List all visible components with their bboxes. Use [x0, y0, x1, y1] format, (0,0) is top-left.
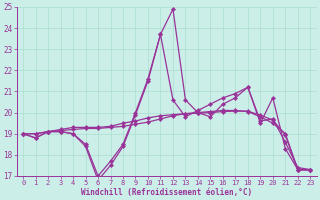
X-axis label: Windchill (Refroidissement éolien,°C): Windchill (Refroidissement éolien,°C): [81, 188, 252, 197]
